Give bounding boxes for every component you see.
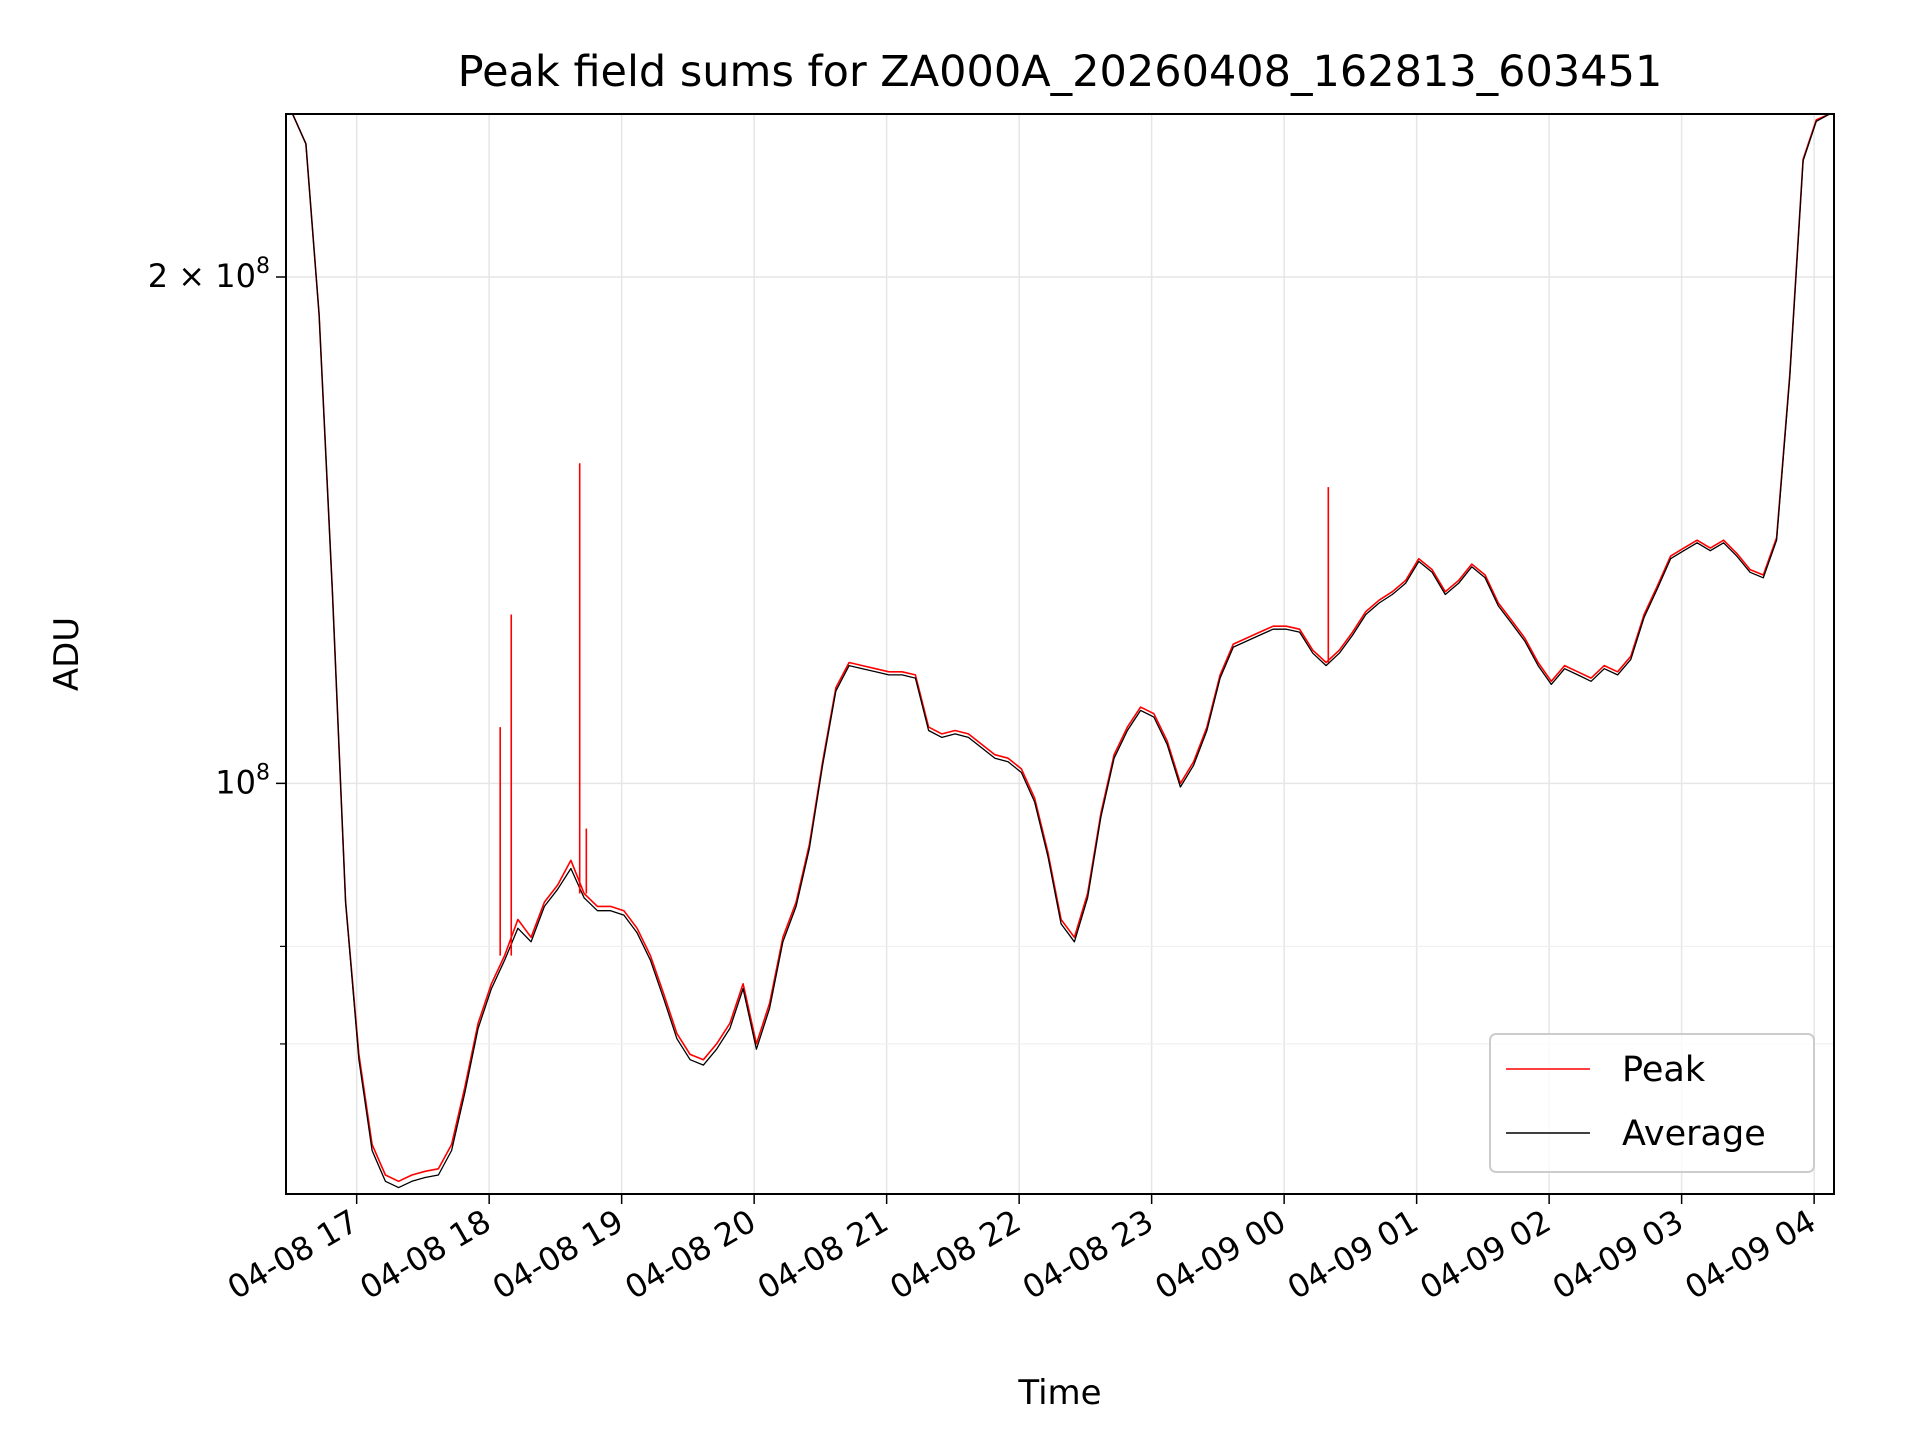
grid	[286, 114, 1834, 1194]
legend-label-average: Average	[1622, 1114, 1766, 1154]
y-tick-exponent: 8	[256, 760, 270, 785]
series-line-average	[292, 113, 1830, 1189]
plot-frame	[285, 113, 1835, 1195]
legend: Peak Average	[1489, 1033, 1815, 1173]
legend-label-peak: Peak	[1622, 1050, 1706, 1090]
series-layer	[291, 113, 1830, 1189]
y-tick-base: 10	[215, 763, 256, 801]
y-tick-label: 2 × 108	[148, 254, 270, 295]
y-tick-exponent: 8	[256, 254, 270, 279]
x-axis-label: Time	[1017, 1373, 1101, 1413]
y-tick-label: 108	[215, 760, 270, 801]
y-tick-base: 2 × 10	[148, 257, 256, 295]
y-axis-label: ADU	[47, 617, 87, 691]
chart-title: Peak field sums for ZA000A_20260408_1628…	[458, 47, 1663, 97]
series-line-peak	[291, 113, 1830, 1183]
